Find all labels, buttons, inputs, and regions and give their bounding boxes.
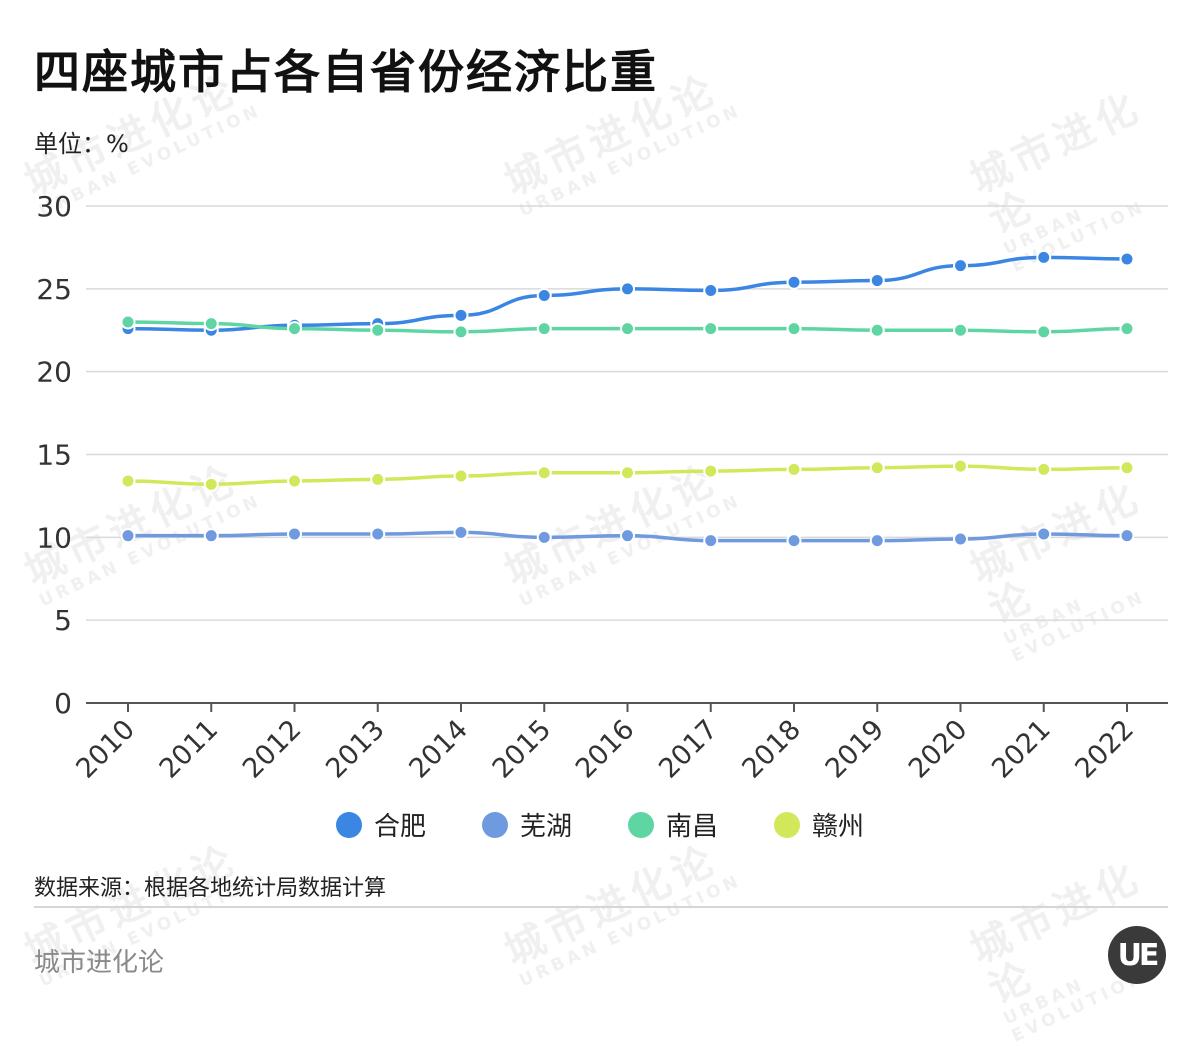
watermark: 城市进化论 URBAN EVOLUTION — [963, 839, 1200, 1046]
data-point — [869, 533, 885, 549]
data-point — [1036, 324, 1052, 340]
data-point — [203, 528, 219, 544]
data-point — [703, 463, 719, 479]
x-tick-label: 2018 — [736, 714, 807, 785]
x-tick-label: 2011 — [154, 714, 225, 785]
data-point — [120, 528, 136, 544]
y-tick-label: 25 — [36, 273, 72, 306]
data-point — [786, 321, 802, 337]
legend-item[interactable]: 芜湖 — [481, 806, 572, 843]
data-point — [1119, 460, 1135, 476]
x-tick-label: 2013 — [320, 714, 391, 785]
unit-label: 单位：% — [34, 130, 129, 158]
data-point — [370, 526, 386, 542]
data-point — [869, 460, 885, 476]
data-point — [203, 476, 219, 492]
data-point — [287, 321, 302, 337]
chart-legend: 合肥 芜湖 南昌 赣州 — [0, 806, 1200, 843]
watermark-en: URBAN EVOLUTION — [1000, 966, 1149, 1046]
y-tick-label: 0 — [54, 687, 72, 720]
data-point — [1119, 321, 1135, 337]
x-tick-label: 2019 — [820, 714, 891, 785]
data-point — [953, 322, 968, 338]
data-point — [287, 473, 302, 489]
legend-marker — [335, 811, 362, 838]
watermark-en: URBAN EVOLUTION — [516, 870, 745, 992]
data-point — [786, 274, 802, 290]
brand-name: 城市进化论 — [34, 948, 165, 978]
watermark: 城市进化论 URBAN EVOLUTION — [497, 832, 745, 992]
data-point — [869, 273, 885, 289]
chart-title: 四座城市占各自省份经济比重 — [34, 45, 658, 99]
legend-label: 芜湖 — [519, 812, 572, 842]
y-tick-label: 5 — [54, 604, 72, 637]
data-point — [120, 314, 136, 330]
data-point — [703, 282, 719, 298]
legend-marker — [481, 811, 508, 838]
line-chart: 0 5 10 15 20 25 30 2010 2011 2012 2013 2014 2015 2016… — [36, 190, 1168, 785]
x-tick-label: 2017 — [653, 714, 724, 785]
data-point — [953, 531, 968, 547]
data-point — [453, 324, 469, 340]
data-point — [453, 307, 469, 323]
data-point — [620, 321, 635, 337]
data-point — [1036, 461, 1052, 477]
data-point — [287, 526, 302, 542]
data-point — [953, 458, 968, 474]
legend-item[interactable]: 南昌 — [628, 806, 718, 843]
data-point — [703, 533, 719, 549]
source-note: 数据来源：根据各地统计局数据计算 — [34, 876, 387, 901]
data-point — [203, 316, 219, 332]
data-point — [1036, 249, 1052, 265]
legend-marker — [774, 811, 801, 838]
watermark-cn: 城市进化论 — [963, 853, 1150, 1014]
data-point — [786, 461, 802, 477]
data-point — [620, 281, 635, 297]
legend-label: 合肥 — [373, 812, 426, 842]
watermark-cn: 城市进化论 — [497, 836, 726, 976]
data-point — [620, 465, 635, 481]
x-tick-label: 2022 — [1069, 714, 1140, 785]
data-point — [536, 321, 552, 337]
legend-item[interactable]: 合肥 — [335, 806, 426, 843]
x-tick-label: 2010 — [70, 714, 141, 785]
y-tick-label: 30 — [36, 190, 72, 223]
data-point — [120, 473, 136, 489]
x-tick-label: 2012 — [237, 714, 308, 785]
x-tick-label: 2021 — [986, 714, 1057, 785]
x-tick-label: 2020 — [903, 714, 974, 785]
legend-label: 南昌 — [666, 812, 719, 842]
data-point — [869, 322, 885, 338]
legend-marker — [628, 811, 654, 838]
data-point — [370, 322, 386, 338]
data-point — [1119, 528, 1135, 544]
data-point — [620, 528, 635, 544]
legend-item[interactable]: 赣州 — [774, 806, 864, 843]
data-point — [1119, 251, 1135, 267]
data-point — [453, 524, 469, 540]
data-point — [953, 258, 968, 274]
brand-logo: UE — [1108, 926, 1166, 984]
legend-label: 赣州 — [812, 812, 865, 842]
data-point — [786, 533, 802, 549]
x-tick-label: 2015 — [487, 714, 558, 785]
footer-divider — [34, 906, 1168, 908]
x-tick-label: 2016 — [570, 714, 641, 785]
logo-text: UE — [1117, 937, 1160, 973]
data-point — [453, 468, 469, 484]
data-point — [536, 529, 552, 545]
y-tick-label: 20 — [36, 356, 72, 389]
data-point — [536, 287, 552, 303]
data-point — [1036, 526, 1052, 542]
x-tick-label: 2014 — [403, 714, 474, 785]
y-tick-label: 10 — [36, 521, 72, 554]
y-tick-label: 15 — [36, 439, 72, 472]
data-point — [536, 465, 552, 481]
data-point — [703, 321, 719, 337]
data-point — [370, 471, 386, 487]
